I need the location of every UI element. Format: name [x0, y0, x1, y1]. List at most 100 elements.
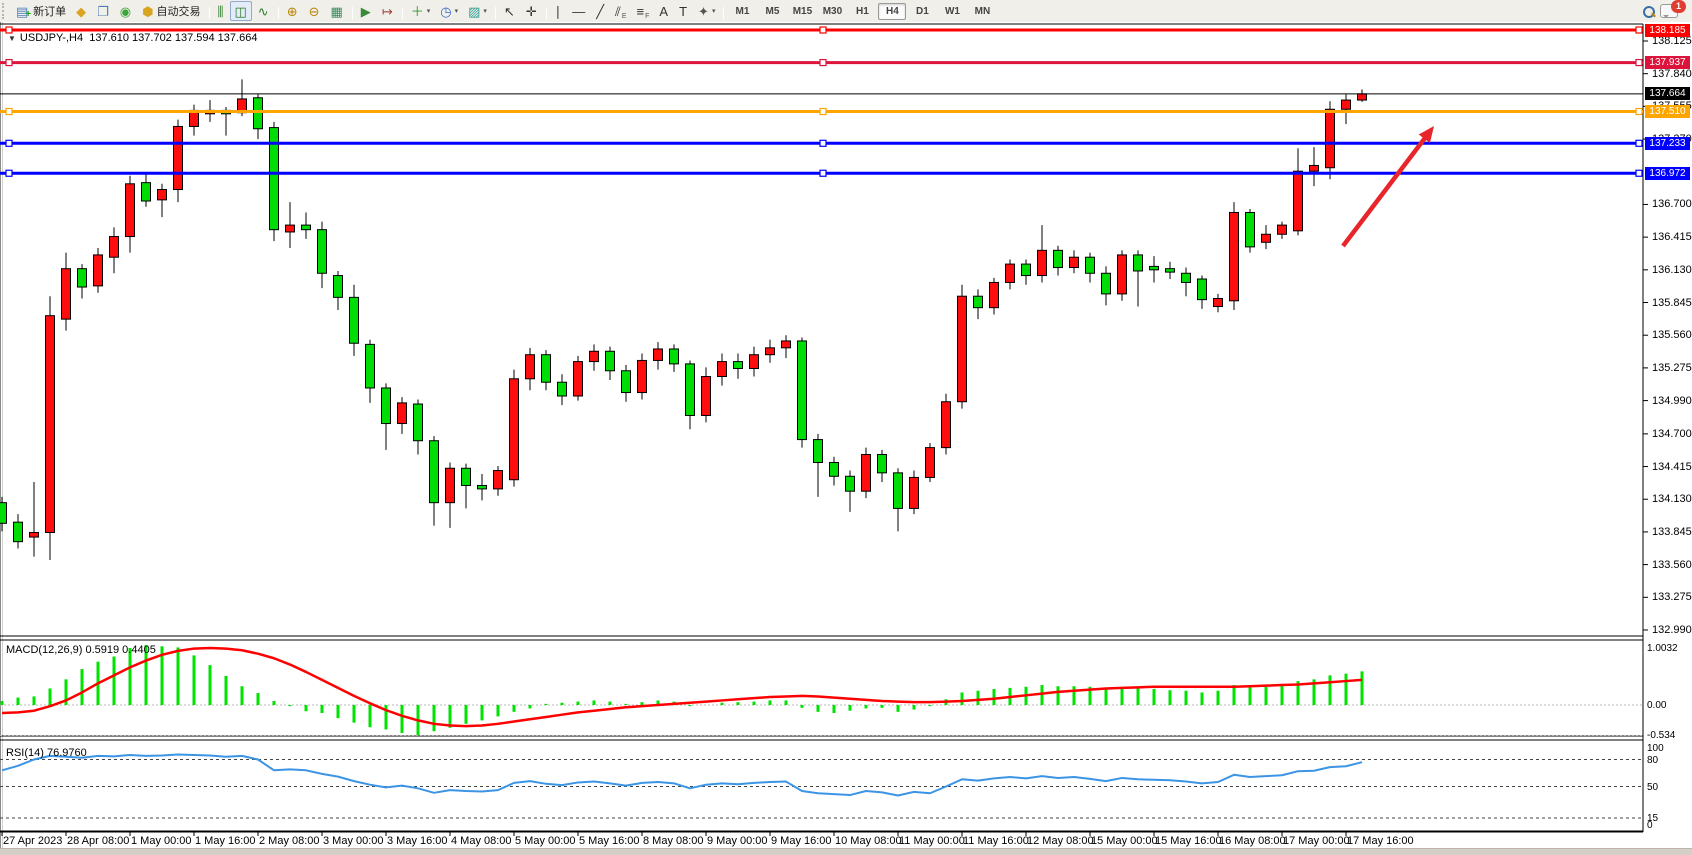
candle-body [493, 470, 503, 490]
candle-body [1053, 249, 1063, 269]
hline-selection-marker[interactable] [1635, 139, 1643, 147]
toolbar-separator [545, 6, 547, 19]
price-tick-label: 134.415 [1652, 460, 1692, 473]
time-tick-label: 15 May 00:00 [1091, 835, 1158, 847]
dropdown-arrow-icon[interactable]: ▾ [483, 8, 487, 15]
zoom-out-icon: ⊖ [308, 3, 320, 19]
hline-selection-marker[interactable] [1635, 107, 1643, 116]
candle-body [1325, 108, 1335, 169]
search-icon[interactable] [1643, 5, 1656, 18]
candle-body [1021, 263, 1031, 277]
indicators-button[interactable]: ＋ ▾ [407, 1, 435, 21]
zoom-out-button[interactable]: ⊖ [305, 1, 325, 21]
hline-selection-marker[interactable] [5, 169, 13, 177]
horizontal-line-icon: — [572, 3, 586, 19]
candle-body [381, 387, 391, 425]
timeframe-button-m5[interactable]: M5 [765, 5, 780, 17]
trend-arrow-head[interactable] [1418, 126, 1434, 143]
candlestick-chart-button[interactable]: ◫ [230, 1, 252, 21]
chart-window-icon[interactable]: ❐ [93, 1, 114, 21]
candle-body [973, 295, 983, 309]
text-icon: A [659, 3, 669, 19]
toolbar-separator [208, 6, 210, 19]
time-tick-label: 8 May 08:00 [643, 835, 704, 847]
hline-selection-marker[interactable] [5, 58, 13, 67]
cursor-button[interactable]: ↖ [500, 1, 520, 21]
fibonacci-button[interactable]: ≡ F [633, 1, 654, 21]
chart-window[interactable]: ▼ USDJPY-,H4 137.610 137.702 137.594 137.… [0, 22, 1692, 855]
timeframe-button-h4[interactable]: H4 [878, 2, 907, 20]
ohlc-toggle-icon[interactable]: ▼ [8, 34, 16, 43]
crosshair-button[interactable]: ✛ [522, 1, 542, 21]
timeframe-button-m30[interactable]: M30 [822, 5, 843, 17]
hline-selection-marker[interactable] [819, 26, 827, 34]
chart-shift-button[interactable]: ↦ [378, 1, 398, 21]
auto-trading-button[interactable]: ⬢ 自动交易 [138, 1, 204, 21]
channel-button[interactable]: ⫽ E [611, 1, 630, 21]
trendline-button[interactable]: ╱ [592, 1, 609, 21]
trend-arrow-line[interactable] [1341, 132, 1430, 248]
time-tick-label: 4 May 08:00 [451, 835, 512, 847]
timeframe-button-d1[interactable]: D1 [916, 5, 929, 17]
hline-selection-marker[interactable] [1635, 58, 1643, 67]
price-tick-label: 137.840 [1652, 67, 1692, 80]
dropdown-arrow-icon[interactable]: ▾ [426, 8, 431, 15]
candle-body [1309, 164, 1319, 172]
hline-selection-marker[interactable] [5, 107, 13, 116]
toolbar-grip[interactable] [2, 3, 9, 19]
chart-window-icon: ❐ [97, 3, 109, 19]
icon-subscript: F [645, 13, 650, 20]
text-button[interactable]: A [655, 1, 673, 21]
zoom-in-button[interactable]: ⊕ [283, 1, 303, 21]
candle-body [13, 521, 23, 543]
dropdown-arrow-icon[interactable]: ▾ [454, 8, 459, 15]
timeframe-button-w1[interactable]: W1 [944, 5, 960, 17]
new-order-icon: ▤ [16, 3, 29, 19]
candle-body [1117, 254, 1127, 295]
chart-profile-icon[interactable]: ◆ [72, 1, 91, 21]
price-line-badge: 137.664 [1645, 87, 1690, 101]
chat-icon[interactable]: 1 [1660, 0, 1686, 18]
price-chart-svg[interactable] [0, 22, 1692, 855]
hline-selection-marker[interactable] [1635, 26, 1643, 34]
new-order-button-label: 新订单 [33, 6, 67, 18]
candle-body [989, 281, 999, 309]
hline-selection-marker[interactable] [5, 139, 13, 147]
timeframe-button-m15[interactable]: M15 [792, 5, 813, 17]
hline-selection-marker[interactable] [819, 169, 827, 177]
horizontal-line-button[interactable]: — [568, 1, 590, 21]
hline-selection-marker[interactable] [5, 26, 13, 34]
label-button[interactable]: T [675, 1, 692, 21]
timeframe-button-mn[interactable]: MN [974, 5, 991, 17]
candle-body [1245, 211, 1255, 248]
templates-button[interactable]: ▨ ▾ [464, 1, 491, 21]
price-tick-label: 134.700 [1652, 427, 1692, 440]
candle-body [525, 354, 535, 380]
hline-selection-marker[interactable] [819, 58, 827, 67]
timeframe-button-h1[interactable]: H1 [856, 5, 869, 17]
line-chart-button[interactable]: ∿ [254, 1, 274, 21]
timeframe-button-m1[interactable]: M1 [735, 5, 750, 17]
price-tick-label: 135.560 [1652, 329, 1692, 342]
vertical-line-button[interactable]: ∣ [551, 1, 567, 21]
fibonacci-icon: ≡ [636, 3, 645, 19]
candle-body [797, 340, 807, 441]
new-order-button[interactable]: ▤ + 新订单 [12, 1, 70, 21]
candle-body [93, 254, 103, 287]
dropdown-arrow-icon[interactable]: ▾ [711, 8, 716, 15]
cursor-icon: ↖ [503, 3, 515, 19]
candle-body [893, 472, 903, 509]
periods-button[interactable]: ◷ ▾ [436, 1, 462, 21]
auto-scroll-button[interactable]: ▶ [357, 1, 376, 21]
tile-windows-button[interactable]: ▦ [327, 1, 348, 21]
bar-chart-button[interactable]: ⫼ [214, 1, 229, 21]
time-tick-label: 1 May 00:00 [131, 835, 192, 847]
time-tick-label: 5 May 16:00 [579, 835, 640, 847]
hline-selection-marker[interactable] [819, 107, 827, 116]
hline-selection-marker[interactable] [1635, 169, 1643, 177]
arrows-button[interactable]: ✦ ▾ [694, 1, 719, 21]
candle-body [813, 439, 823, 464]
hline-selection-marker[interactable] [819, 139, 827, 147]
signals-icon[interactable]: ◉ [116, 1, 136, 21]
indicator-scale-label: 0.00 [1647, 700, 1667, 711]
